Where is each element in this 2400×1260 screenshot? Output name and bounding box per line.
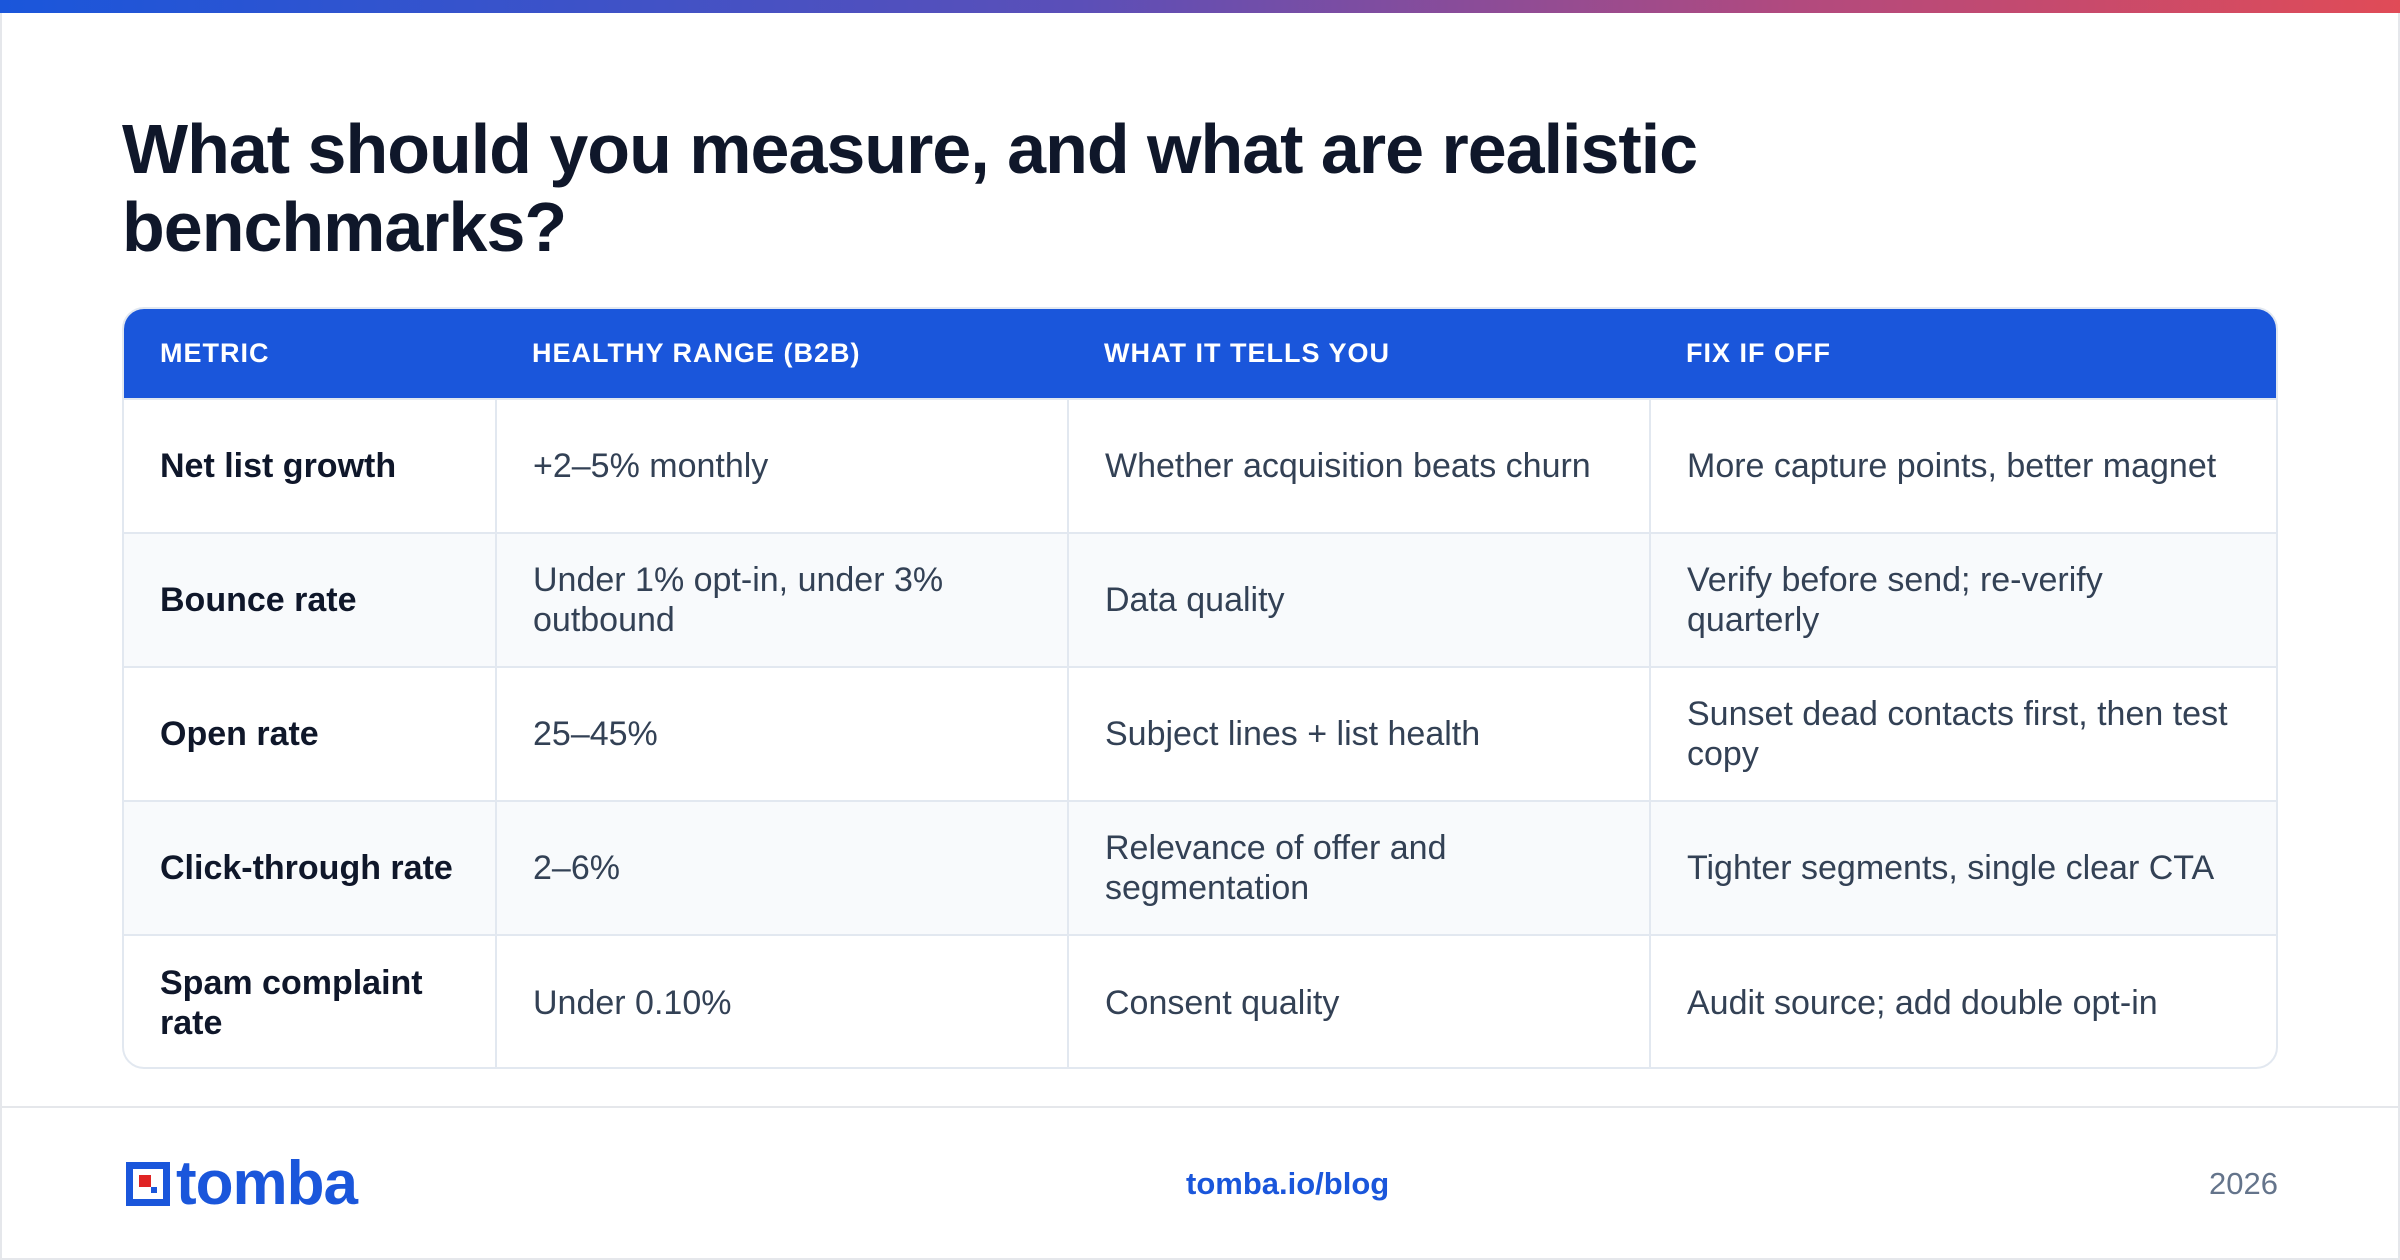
- table-row: Net list growth +2–5% monthly Whether ac…: [124, 398, 2276, 533]
- table-row: Open rate 25–45% Subject lines + list he…: [124, 666, 2276, 801]
- range-cell: 2–6%: [495, 800, 1068, 935]
- logo-wordmark: tomba: [176, 1149, 358, 1218]
- meaning-cell: Subject lines + list health: [1067, 666, 1650, 801]
- fix-cell: Verify before send; re-verify quarterly: [1649, 532, 2276, 667]
- top-gradient-bar: [0, 0, 2400, 13]
- metric-cell: Open rate: [124, 666, 496, 801]
- metric-cell: Spam complaint rate: [124, 934, 496, 1067]
- footer-year: 2026: [2209, 1166, 2278, 1201]
- meaning-cell: Whether acquisition beats churn: [1067, 398, 1650, 533]
- header-what-it-tells: WHAT IT TELLS YOU: [1104, 338, 1390, 368]
- range-cell: +2–5% monthly: [495, 398, 1068, 533]
- fix-cell: Tighter segments, single clear CTA: [1649, 800, 2276, 935]
- tomba-logo: tomba: [122, 1149, 358, 1218]
- meaning-cell: Consent quality: [1067, 934, 1650, 1067]
- meaning-cell: Data quality: [1067, 532, 1650, 667]
- range-cell: Under 1% opt-in, under 3% outbound: [495, 532, 1068, 667]
- metric-cell: Net list growth: [124, 398, 496, 533]
- metric-cell: Click-through rate: [124, 800, 496, 935]
- range-cell: Under 0.10%: [495, 934, 1068, 1067]
- tomba-logo-icon: [126, 1162, 170, 1206]
- page-title: What should you measure, and what are re…: [122, 110, 1698, 266]
- header-metric: METRIC: [160, 338, 270, 368]
- range-cell: 25–45%: [495, 666, 1068, 801]
- header-fix-if-off: FIX IF OFF: [1686, 338, 1831, 368]
- header-healthy-range: HEALTHY RANGE (B2B): [532, 338, 861, 368]
- fix-cell: Sunset dead contacts first, then test co…: [1649, 666, 2276, 801]
- fix-cell: Audit source; add double opt-in: [1649, 934, 2276, 1067]
- fix-cell: More capture points, better magnet: [1649, 398, 2276, 533]
- meaning-cell: Relevance of offer and segmentation: [1067, 800, 1650, 935]
- table-header-row: METRIC HEALTHY RANGE (B2B) WHAT IT TELLS…: [124, 309, 2276, 399]
- table-row: Spam complaint rate Under 0.10% Consent …: [124, 934, 2276, 1067]
- benchmarks-table: METRIC HEALTHY RANGE (B2B) WHAT IT TELLS…: [122, 307, 2278, 1069]
- footer-divider: [2, 1106, 2398, 1108]
- blog-link[interactable]: tomba.io/blog: [1186, 1166, 1390, 1201]
- table-row: Bounce rate Under 1% opt-in, under 3% ou…: [124, 532, 2276, 667]
- metric-cell: Bounce rate: [124, 532, 496, 667]
- table-row: Click-through rate 2–6% Relevance of off…: [124, 800, 2276, 935]
- page-frame: [0, 13, 2400, 1260]
